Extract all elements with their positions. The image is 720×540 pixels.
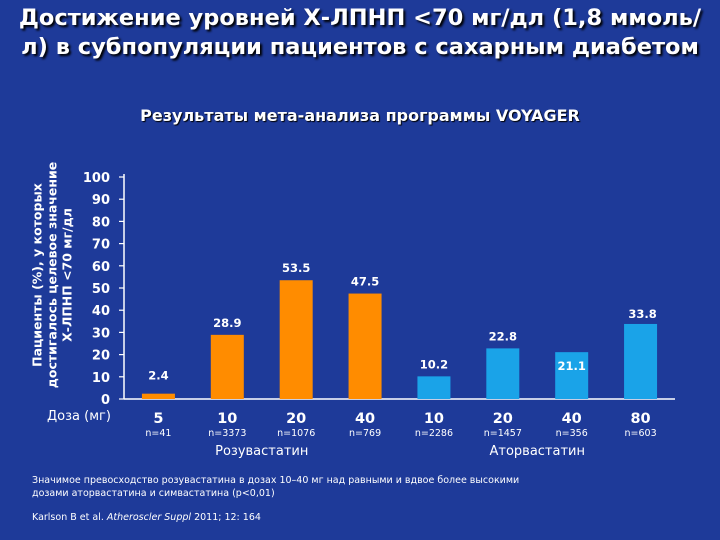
sample-size-label: n=603 [625,428,657,439]
bar [417,376,451,399]
reference: Karlson B et al. Atheroscler Suppl 2011;… [32,512,261,523]
x-tick-label: 20 [493,411,513,427]
x-axis-title: Доза (мг) [47,409,111,424]
data-label: 33.8 [628,307,656,321]
bar [624,323,658,399]
bar [348,293,382,399]
y-tick-label: 80 [92,215,110,230]
x-tick-label: 10 [424,411,444,427]
y-tick-label: 0 [101,393,110,408]
data-label: 47.5 [351,275,379,289]
reference-details: 2011; 12: 164 [194,512,261,523]
y-tick-label: 10 [92,371,110,386]
sample-size-label: n=2286 [415,428,453,439]
sample-size-label: n=41 [145,428,171,439]
data-label: 22.8 [489,329,517,343]
bar [210,334,244,399]
bar [279,280,313,399]
data-label: 10.2 [420,357,448,371]
sample-size-label: n=769 [349,428,381,439]
bar [555,352,589,399]
y-tick-label: 50 [92,282,110,297]
x-tick-label: 40 [355,411,375,427]
y-tick-label: 90 [92,193,110,208]
y-tick-label: 100 [83,171,110,186]
series-group-label: Розувастатин [215,444,308,459]
page-subtitle: Результаты мета-анализа программы VOYAGE… [140,106,580,125]
series-group-label: Аторвастатин [489,444,585,459]
x-tick-label: 10 [217,411,237,427]
reference-journal: Atheroscler Suppl [106,512,192,523]
sample-size-label: n=3373 [208,428,246,439]
reference-authors: Karlson B et al. [32,512,104,523]
bar [141,393,175,399]
data-label: 53.5 [282,261,310,275]
x-tick-label: 40 [562,411,582,427]
sample-size-label: n=1076 [277,428,315,439]
data-label: 21.1 [558,359,586,373]
x-tick-label: 5 [153,411,163,427]
footnote: Значимое превосходство розувастатина в д… [32,475,520,499]
page-title: Достижение уровней Х-ЛПНП <70 мг/дл (1,8… [18,5,702,60]
bar [486,348,520,399]
sample-size-label: n=1457 [484,428,522,439]
x-tick-label: 80 [630,411,650,427]
x-tick-label: 20 [286,411,306,427]
y-tick-label: 40 [92,304,110,319]
data-label: 2.4 [148,369,168,383]
sample-size-label: n=356 [556,428,588,439]
data-label: 28.9 [213,316,241,330]
y-tick-label: 30 [92,326,110,341]
y-tick-label: 70 [92,238,110,253]
y-tick-label: 20 [92,349,110,364]
y-tick-label: 60 [92,260,110,275]
